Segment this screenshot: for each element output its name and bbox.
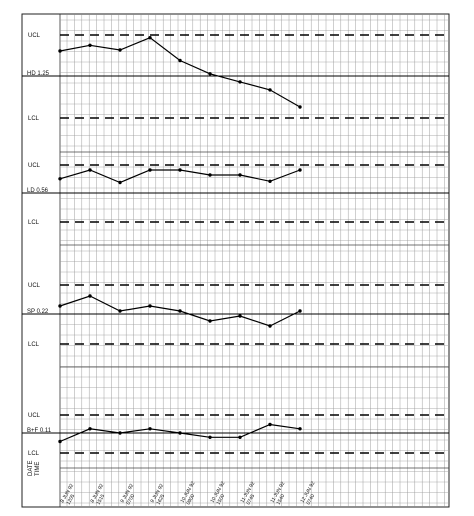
center-label: B+F 0.11: [27, 428, 52, 434]
data-point: [208, 435, 212, 439]
data-point: [178, 58, 182, 63]
data-point: [238, 80, 242, 84]
time-tick-label: 1500: [216, 493, 227, 506]
time-tick-label: 0740: [306, 493, 317, 506]
time-tick-label: 1625: [156, 493, 167, 506]
data-point: [118, 48, 122, 52]
data-point: [118, 180, 122, 185]
data-point: [58, 439, 62, 444]
center-label: SP 0.22: [27, 309, 49, 315]
center-label: HD 1.25: [27, 71, 50, 77]
lcl-label: LCL: [28, 342, 40, 348]
data-point: [298, 309, 302, 313]
ucl-label: UCL: [28, 413, 41, 419]
ucl-label: UCL: [28, 163, 41, 169]
data-point: [268, 88, 272, 92]
data-point: [118, 431, 122, 435]
panel-b-f: UCL B+F 0.11 LCL: [22, 413, 449, 457]
grid: [59, 14, 449, 507]
data-point: [238, 314, 242, 318]
date-axis-time-label: TIME: [35, 462, 41, 476]
panel-sp: UCL SP 0.22 LCL: [22, 283, 449, 348]
data-point: [58, 304, 62, 308]
data-point: [208, 319, 212, 323]
data-point: [298, 427, 302, 431]
data-point: [88, 427, 92, 431]
time-tick-label: 0900: [186, 493, 197, 506]
data-point: [148, 427, 152, 431]
data-point: [148, 168, 152, 172]
panel-ld: UCL LD 0.56 LCL: [22, 163, 449, 226]
data-point: [178, 168, 182, 172]
time-tick-label: 0700: [126, 493, 137, 506]
panel-hd: UCL HD 1.25 LCL: [22, 33, 449, 122]
data-point: [58, 49, 62, 53]
time-tick-label: 1205: [66, 493, 77, 506]
data-point: [298, 168, 302, 172]
lcl-label: LCL: [28, 116, 40, 122]
data-point: [238, 435, 242, 439]
data-point: [178, 431, 182, 435]
data-point: [148, 36, 152, 40]
data-point: [208, 72, 212, 76]
ucl-label: UCL: [28, 283, 41, 289]
lcl-label: LCL: [28, 220, 40, 226]
data-point: [148, 304, 152, 308]
data-point: [238, 173, 242, 177]
data-point: [298, 105, 302, 109]
data-point: [58, 177, 62, 181]
date-axis-date-label: DATE: [28, 460, 34, 476]
data-point: [268, 179, 272, 183]
data-point: [118, 309, 122, 313]
data-point: [88, 43, 92, 47]
data-point: [88, 294, 92, 298]
data-point: [268, 324, 272, 328]
data-point: [208, 173, 212, 177]
time-tick-label: 1540: [276, 493, 287, 506]
time-tick-label: 0745: [246, 493, 257, 506]
data-point: [88, 168, 92, 172]
center-label: LD 0.56: [27, 188, 49, 194]
data-point: [268, 422, 272, 427]
time-tick-label: 1515: [96, 493, 107, 506]
lcl-label: LCL: [28, 451, 40, 457]
ucl-label: UCL: [28, 33, 41, 39]
data-point: [178, 309, 182, 313]
